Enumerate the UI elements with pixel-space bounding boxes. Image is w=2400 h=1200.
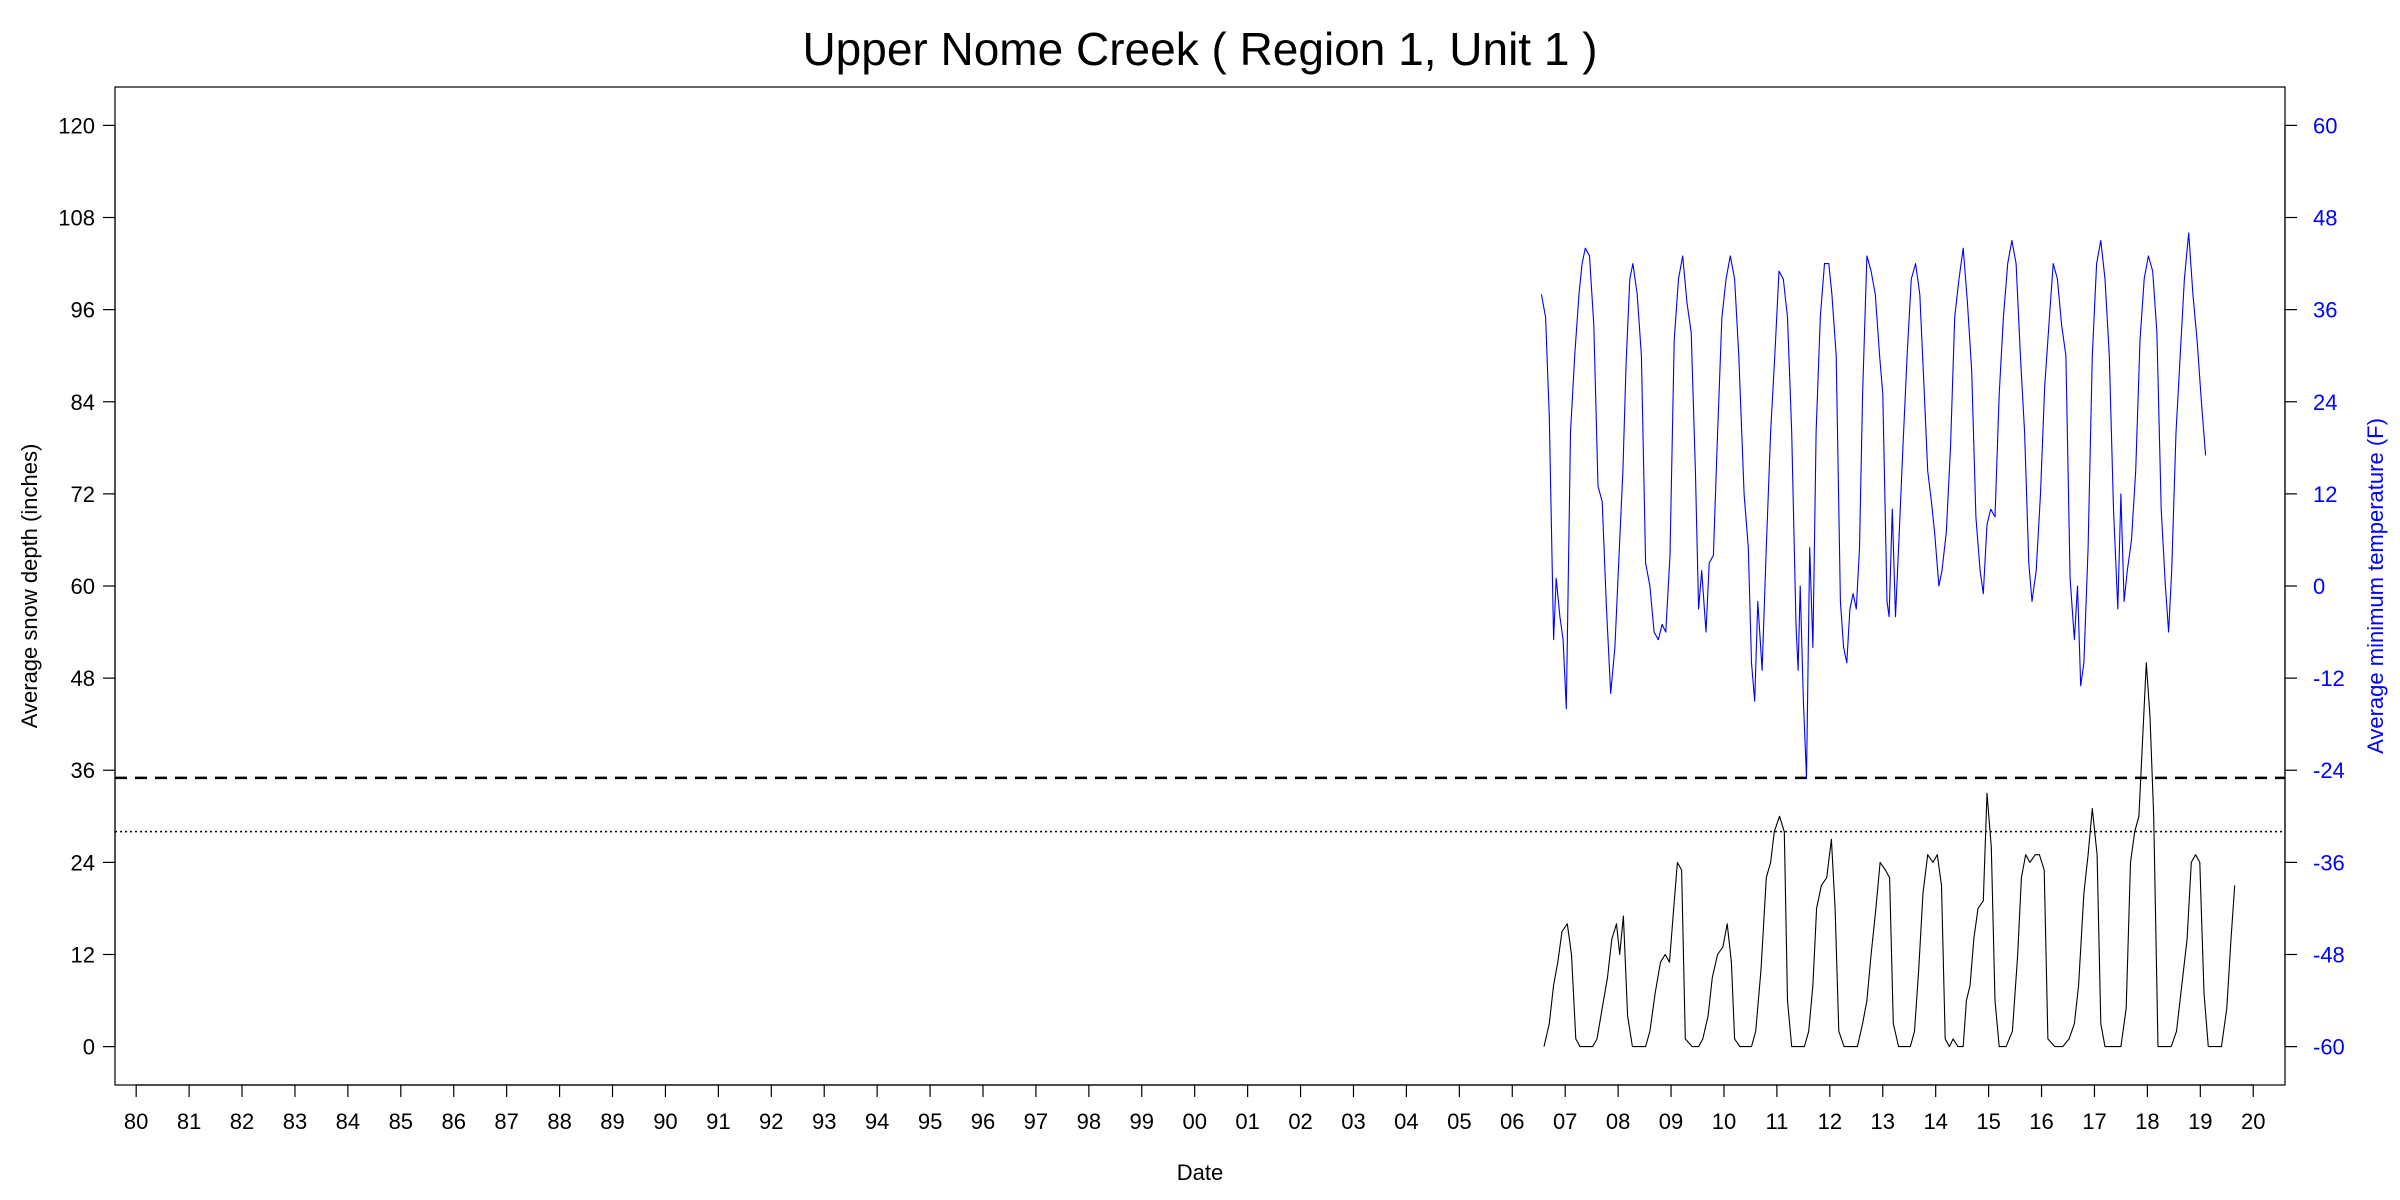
y-tick-label-right: -24 xyxy=(2313,758,2345,783)
x-tick-label: 07 xyxy=(1553,1109,1577,1134)
x-tick-label: 10 xyxy=(1712,1109,1736,1134)
y-tick-label-left: 108 xyxy=(58,206,95,231)
temperature-series-line xyxy=(1540,232,2207,779)
x-tick-label: 82 xyxy=(230,1109,254,1134)
x-tick-label: 14 xyxy=(1923,1109,1947,1134)
y-axis-right: -60 -48 -36 -24 -12 0 12 24 36 48 60 xyxy=(2284,113,2345,1060)
x-tick-label: 99 xyxy=(1130,1109,1154,1134)
y-tick-label-left: 48 xyxy=(71,666,95,691)
x-tick-label: 88 xyxy=(547,1109,571,1134)
x-tick-label: 92 xyxy=(759,1109,783,1134)
x-tick-label: 05 xyxy=(1447,1109,1471,1134)
x-tick-label: 91 xyxy=(706,1109,730,1134)
y-tick-label-right: 0 xyxy=(2313,574,2325,599)
reference-lines xyxy=(115,776,2285,833)
y-tick-label-right: -48 xyxy=(2313,942,2345,967)
y-tick-label-right: 24 xyxy=(2313,390,2337,415)
x-tick-label: 01 xyxy=(1235,1109,1259,1134)
series-layer xyxy=(1540,232,2236,1048)
y-tick-label-right: 48 xyxy=(2313,206,2337,231)
x-tick-label: 81 xyxy=(177,1109,201,1134)
y-tick-label-left: 24 xyxy=(71,850,95,875)
x-tick-label: 84 xyxy=(336,1109,360,1134)
x-tick-label: 95 xyxy=(918,1109,942,1134)
x-tick-label: 16 xyxy=(2029,1109,2053,1134)
y-tick-label-left: 96 xyxy=(71,298,95,323)
y-tick-label-left: 60 xyxy=(71,574,95,599)
snow-depth-series-line xyxy=(1543,662,2236,1048)
x-tick-label: 15 xyxy=(1976,1109,2000,1134)
y-tick-label-left: 0 xyxy=(83,1035,95,1060)
y-tick-label-right: 36 xyxy=(2313,298,2337,323)
y-tick-label-right: -36 xyxy=(2313,850,2345,875)
y-tick-label-left: 84 xyxy=(71,390,95,415)
x-axis: 80 81 82 83 84 85 86 87 88 89 90 91 92 93 94 95 96 97 98 99… xyxy=(124,1084,2265,1134)
x-tick-label: 03 xyxy=(1341,1109,1365,1134)
chart-title: Upper Nome Creek ( Region 1, Unit 1 ) xyxy=(802,23,1597,75)
x-tick-label: 20 xyxy=(2241,1109,2265,1134)
x-tick-label: 11 xyxy=(1765,1109,1788,1134)
y-tick-label-left: 12 xyxy=(71,942,95,967)
x-tick-label: 06 xyxy=(1500,1109,1524,1134)
plot-frame xyxy=(114,86,2286,1086)
x-tick-label: 09 xyxy=(1659,1109,1683,1134)
y-tick-label-right: 12 xyxy=(2313,482,2337,507)
y-tick-label-left: 72 xyxy=(71,482,95,507)
x-tick-label: 90 xyxy=(653,1109,677,1134)
x-tick-label: 94 xyxy=(865,1109,889,1134)
x-tick-label: 00 xyxy=(1182,1109,1206,1134)
x-tick-label: 86 xyxy=(441,1109,465,1134)
x-tick-label: 89 xyxy=(600,1109,624,1134)
x-tick-label: 08 xyxy=(1606,1109,1630,1134)
x-tick-label: 98 xyxy=(1077,1109,1101,1134)
x-tick-label: 13 xyxy=(1871,1109,1895,1134)
x-tick-label: 96 xyxy=(971,1109,995,1134)
x-tick-label: 04 xyxy=(1394,1109,1418,1134)
x-tick-label: 93 xyxy=(812,1109,836,1134)
y-axis-left: 0 12 24 36 48 60 72 84 96 108 120 xyxy=(58,113,116,1060)
x-tick-label: 83 xyxy=(283,1109,307,1134)
y-axis-right-title: Average minimum temperature (F) xyxy=(2363,418,2388,754)
y-tick-label-left: 36 xyxy=(71,758,95,783)
y-axis-title: Average snow depth (inches) xyxy=(17,444,42,729)
x-tick-label: 87 xyxy=(494,1109,518,1134)
x-tick-label: 12 xyxy=(1818,1109,1842,1134)
x-tick-label: 17 xyxy=(2082,1109,2106,1134)
x-tick-label: 18 xyxy=(2135,1109,2159,1134)
x-tick-label: 80 xyxy=(124,1109,148,1134)
y-tick-label-right: -12 xyxy=(2313,666,2345,691)
y-tick-label-left: 120 xyxy=(58,113,95,138)
y-tick-label-right: 60 xyxy=(2313,113,2337,138)
x-tick-label: 02 xyxy=(1288,1109,1312,1134)
x-tick-label: 97 xyxy=(1024,1109,1048,1134)
x-tick-label: 19 xyxy=(2188,1109,2212,1134)
x-axis-title: Date xyxy=(1177,1160,1223,1185)
y-tick-label-right: -60 xyxy=(2313,1035,2345,1060)
x-tick-label: 85 xyxy=(389,1109,413,1134)
